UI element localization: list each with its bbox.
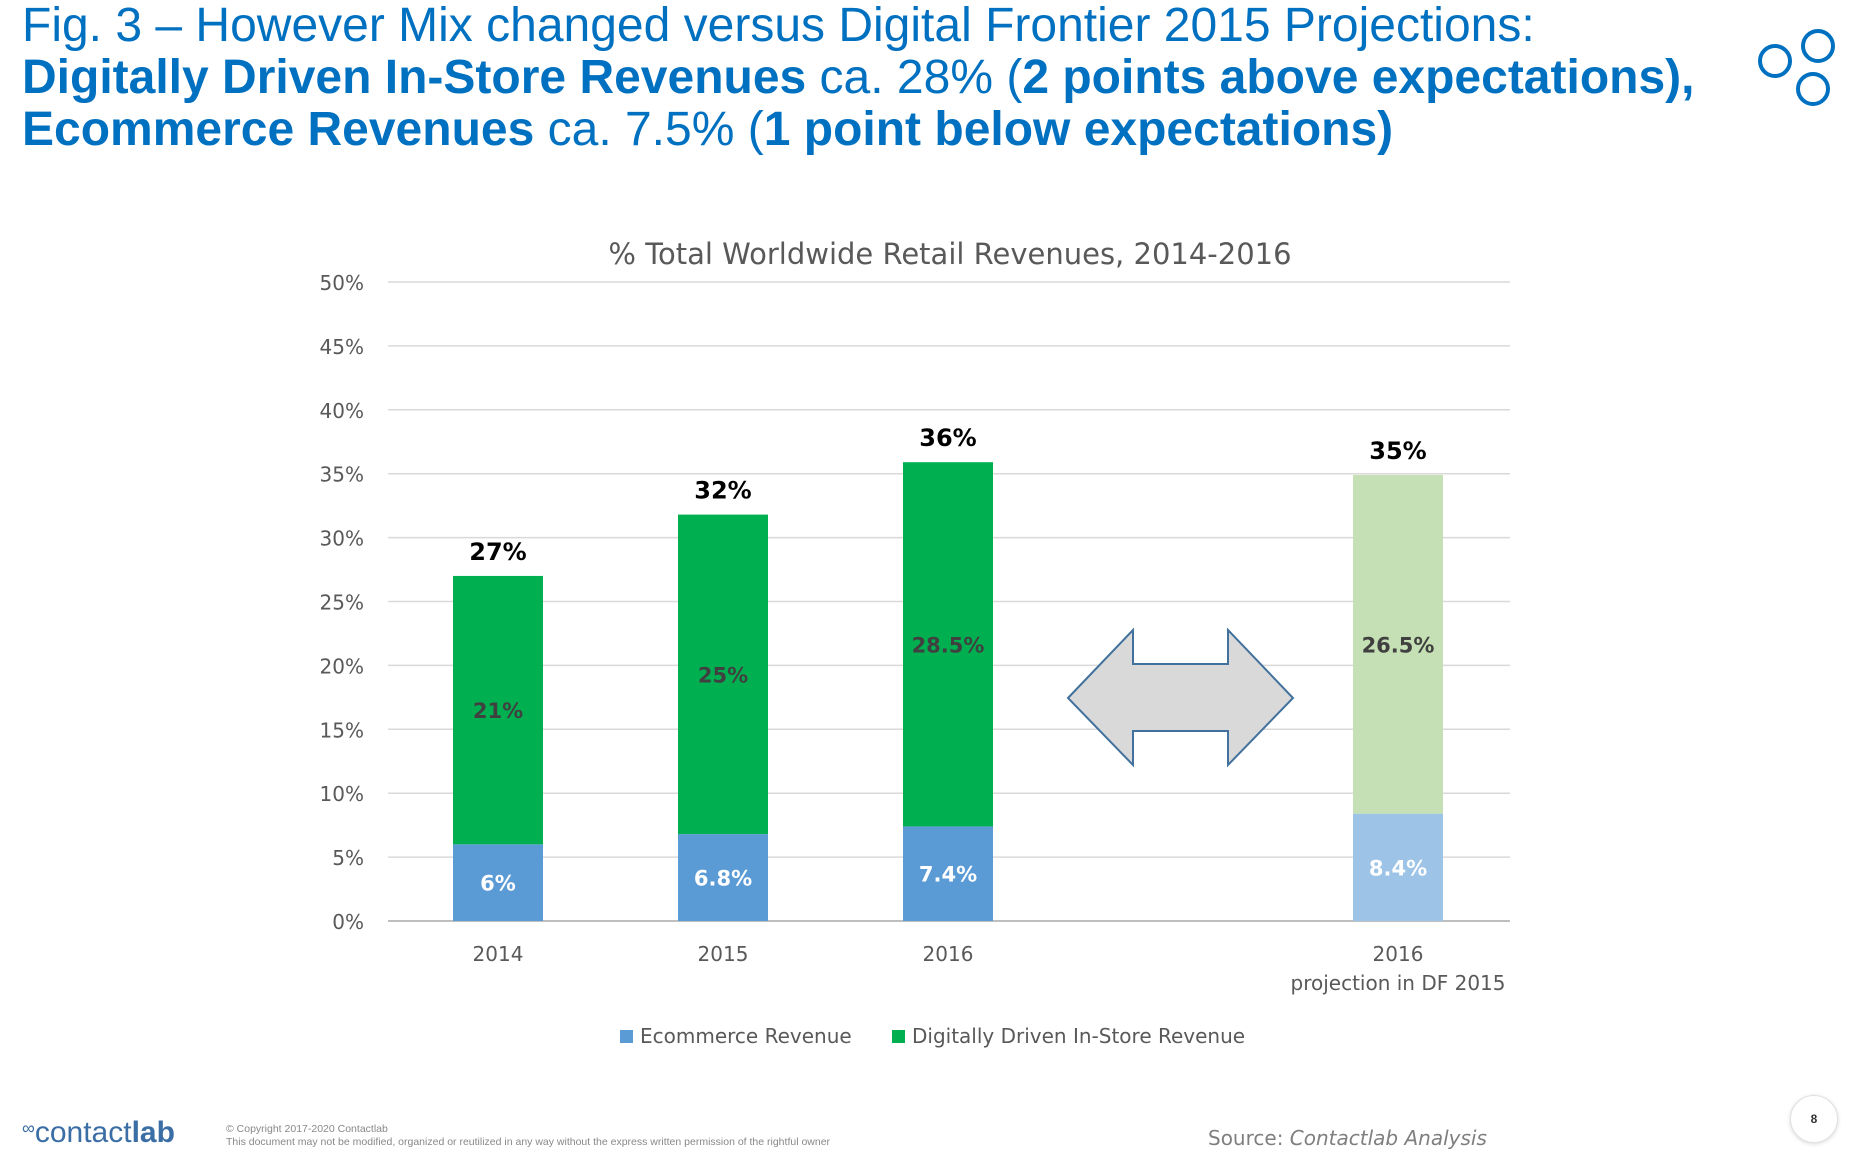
y-tick-label: 30% xyxy=(320,527,364,551)
chart-title: % Total Worldwide Retail Revenues, 2014-… xyxy=(608,237,1291,271)
data-label-instore: 25% xyxy=(698,663,748,687)
y-tick-label: 20% xyxy=(320,654,364,678)
copyright-line-1: © Copyright 2017-2020 Contactlab xyxy=(226,1123,388,1135)
legend-label: Digitally Driven In-Store Revenue xyxy=(912,1024,1245,1048)
title-line-3: Ecommerce Revenues ca. 7.5% (1 point bel… xyxy=(22,104,1722,156)
title-line-3-bold: Ecommerce Revenues xyxy=(22,103,535,156)
chart-legend: Ecommerce Revenue Digitally Driven In-Sto… xyxy=(620,1024,1245,1048)
brand-light: contact xyxy=(34,1116,132,1149)
title-line-3-mid: ca. 7.5% ( xyxy=(534,103,764,156)
bar-instore xyxy=(1353,474,1443,814)
bar-instore xyxy=(678,514,768,835)
y-tick-label: 40% xyxy=(320,399,364,423)
y-tick-label: 35% xyxy=(320,463,364,487)
bar-ecommerce xyxy=(1353,813,1443,921)
slide-title: Fig. 3 – However Mix changed versus Digi… xyxy=(22,0,1722,156)
copyright-line-2: This document may not be modified, organ… xyxy=(226,1136,831,1148)
data-label-total: 32% xyxy=(694,477,751,505)
bar-ecommerce xyxy=(453,844,543,921)
y-tick-label: 5% xyxy=(332,846,364,870)
y-tick-label: 0% xyxy=(332,910,364,934)
x-tick-label: projection in DF 2015 xyxy=(1291,971,1506,995)
brand-bold: lab xyxy=(131,1116,175,1149)
x-tick-label: 2015 xyxy=(698,942,749,966)
double-arrow-icon xyxy=(1066,627,1295,768)
copyright-notice: © Copyright 2017-2020 Contactlab This do… xyxy=(226,1123,830,1149)
bar-instore xyxy=(903,462,993,827)
title-line-1: Fig. 3 – However Mix changed versus Digi… xyxy=(22,0,1722,52)
data-label-instore: 21% xyxy=(473,699,523,723)
title-line-2-mid: ca. 28% ( xyxy=(806,51,1023,104)
title-line-2: Digitally Driven In-Store Revenues ca. 2… xyxy=(22,52,1722,104)
y-axis-ticks: 0% 5% 10% 15% 20% 25% 30% 35% 40% 45% 50% xyxy=(320,271,364,934)
data-label-ecommerce: 6% xyxy=(480,872,516,896)
contactlab-logo: ∞contactlab xyxy=(22,1116,175,1150)
y-tick-label: 10% xyxy=(320,782,364,806)
data-label-total: 35% xyxy=(1369,437,1426,465)
page-number: 8 xyxy=(1790,1095,1838,1143)
source-note: Source: Contactlab Analysis xyxy=(1208,1126,1487,1150)
data-label-ecommerce: 8.4% xyxy=(1369,856,1427,880)
title-line-3-bold2: 1 point below expectations) xyxy=(763,103,1394,156)
x-tick-label: 2016 xyxy=(1373,942,1424,966)
source-label: Source: xyxy=(1208,1126,1290,1150)
y-tick-label: 45% xyxy=(320,335,364,359)
title-line-1-text: Fig. 3 – However Mix changed versus Digi… xyxy=(22,0,1535,52)
legend-label: Ecommerce Revenue xyxy=(640,1024,852,1048)
data-label-total: 27% xyxy=(469,538,526,566)
bubbles-logo-icon xyxy=(1758,29,1835,106)
chart-bars xyxy=(453,462,1443,921)
legend-swatch xyxy=(620,1030,633,1043)
x-tick-label: 2014 xyxy=(473,942,524,966)
chart-data-labels: 6% 21% 27% 6.8% 25% 32% 7.4% 28.5% 36% 8.4% 26.5% 3… xyxy=(469,424,1434,895)
x-tick-label: 2016 xyxy=(923,942,974,966)
source-value: Contactlab Analysis xyxy=(1289,1126,1487,1150)
data-label-ecommerce: 7.4% xyxy=(919,863,977,887)
data-label-instore: 28.5% xyxy=(912,633,985,657)
y-tick-label: 50% xyxy=(320,271,364,295)
x-axis-ticks: 2014 2015 2016 2016 projection in DF 2015 xyxy=(473,942,1506,995)
bar-instore xyxy=(453,575,543,845)
brand-mark-icon: ∞ xyxy=(22,1118,35,1138)
data-label-instore: 26.5% xyxy=(1362,633,1435,657)
legend-swatch xyxy=(892,1030,905,1043)
title-line-2-bold: Digitally Driven In-Store Revenues xyxy=(22,51,807,104)
bar-ecommerce xyxy=(678,834,768,921)
bar-ecommerce xyxy=(903,826,993,921)
data-label-ecommerce: 6.8% xyxy=(694,867,752,891)
data-label-total: 36% xyxy=(919,424,976,452)
y-tick-label: 15% xyxy=(320,718,364,742)
y-tick-label: 25% xyxy=(320,591,364,615)
title-line-2-bold2: 2 points above expectations), xyxy=(1022,51,1695,104)
